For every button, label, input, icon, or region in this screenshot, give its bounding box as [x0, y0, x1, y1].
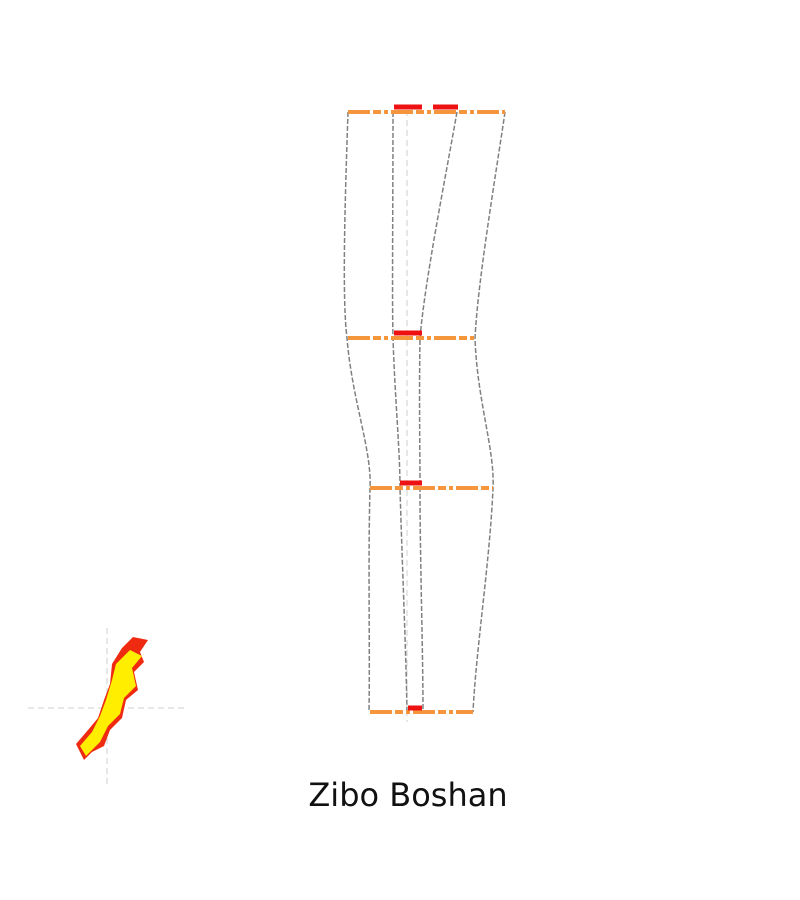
inset-map: [28, 628, 188, 788]
map-title: Zibo Boshan: [308, 776, 507, 814]
region-fill: [80, 650, 142, 756]
route-line: [472, 111, 506, 713]
route-line: [343, 111, 371, 713]
route-network: [343, 104, 506, 722]
route-line: [391, 111, 408, 713]
route-line: [418, 111, 458, 713]
